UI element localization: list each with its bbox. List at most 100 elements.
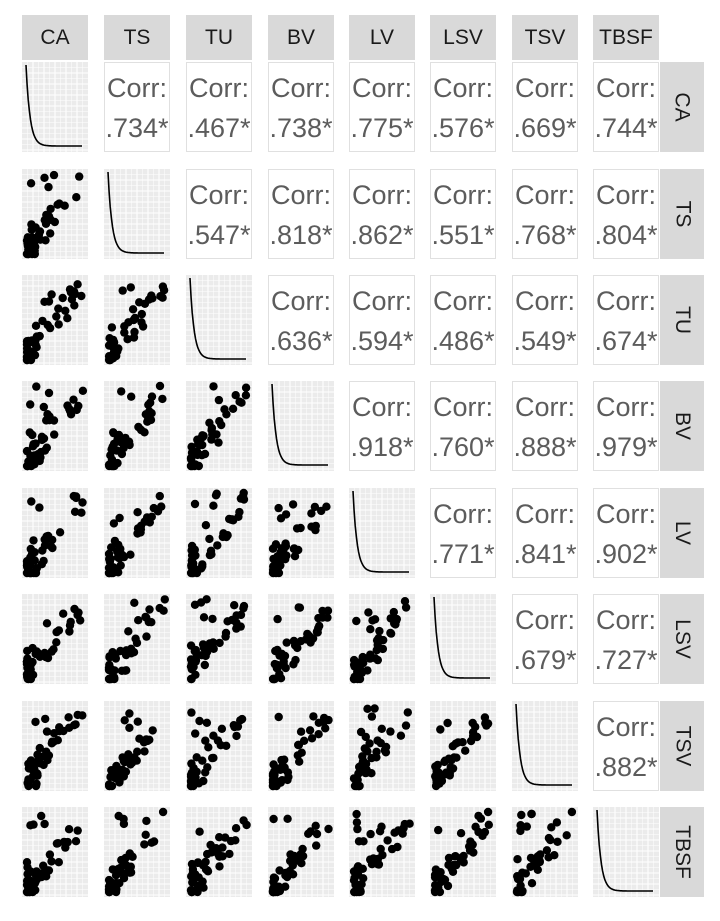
scatter-point — [41, 714, 50, 724]
scatter-point — [52, 312, 61, 321]
row-strip-tu: TU — [660, 275, 704, 365]
corr-panel-ca-tsv: Corr: .669* — [512, 62, 578, 152]
scatter-point — [233, 722, 243, 731]
scatter-point — [208, 638, 218, 647]
scatter-point — [236, 494, 246, 503]
scatter-point — [269, 887, 278, 897]
scatter-point — [513, 872, 522, 881]
row-strip-label: TS — [671, 200, 694, 228]
scatter-point — [205, 534, 214, 544]
scatter-point — [23, 233, 32, 242]
scatter-point — [273, 660, 282, 670]
scatter-point — [269, 563, 278, 572]
scatter-point — [396, 731, 406, 740]
row-strip-ts: TS — [660, 169, 704, 259]
scatter-point — [350, 873, 359, 883]
scatter-point — [355, 763, 364, 772]
scatter-point — [67, 295, 77, 304]
scatter-point — [431, 781, 441, 791]
scatter-point — [211, 491, 221, 500]
scatter-point — [401, 603, 411, 612]
corr-label: Corr: — [433, 73, 493, 103]
corr-label: Corr: — [515, 392, 575, 422]
corr-label: Corr: — [352, 73, 412, 103]
density-curve — [433, 596, 490, 679]
scatter-point — [159, 606, 168, 615]
scatter-point — [434, 769, 443, 778]
scatter-point — [35, 456, 44, 466]
corr-label: Corr: — [352, 392, 412, 422]
scatter-point — [105, 781, 114, 791]
scatter-point — [111, 871, 121, 880]
scatter-point — [235, 397, 244, 406]
scatter-point — [24, 245, 33, 254]
scatter-point — [283, 775, 292, 785]
corr-panel-bv-tsv: Corr: .888* — [512, 381, 578, 471]
scatter-point — [27, 336, 37, 345]
corr-label: Corr: — [271, 180, 331, 210]
scatter-point — [401, 721, 411, 730]
scatter-point — [54, 304, 63, 313]
scatter-point — [303, 629, 312, 639]
scatter-point — [526, 853, 536, 863]
corr-panel-ca-lsv: Corr: .576* — [430, 62, 496, 152]
scatter-point — [294, 740, 303, 750]
scatter-point — [288, 500, 298, 509]
scatter-point — [120, 322, 129, 331]
scatter-point — [129, 315, 138, 325]
scatter-point — [46, 204, 55, 214]
scatter-point — [187, 708, 196, 717]
scatter-point — [313, 628, 322, 637]
scatter-panel-tu-ts — [104, 275, 170, 365]
corr-label: Corr: — [433, 499, 493, 529]
scatter-point — [431, 865, 441, 874]
scatter-point — [234, 512, 243, 521]
scatter-point — [58, 293, 67, 303]
scatter-point — [403, 708, 412, 717]
scatter-point — [23, 778, 32, 788]
scatter-point — [118, 753, 127, 762]
scatter-point — [187, 759, 196, 768]
scatter-point — [376, 844, 385, 854]
scatter-point — [42, 416, 51, 425]
corr-value: .862* — [350, 220, 414, 250]
scatter-point — [217, 724, 227, 733]
scatter-point — [324, 824, 333, 834]
corr-value: .738* — [269, 113, 333, 143]
scatter-point — [286, 850, 295, 859]
scatter-point — [137, 318, 146, 327]
row-strip-bv: BV — [660, 381, 704, 471]
scatter-point — [110, 347, 119, 356]
scatter-point — [29, 568, 38, 578]
scatter-point — [124, 627, 133, 636]
scatter-point — [49, 416, 59, 425]
scatter-point — [194, 439, 203, 448]
scatter-point — [319, 717, 329, 726]
scatter-point — [132, 638, 142, 648]
scatter-point — [104, 875, 114, 885]
scatter-point — [44, 182, 53, 192]
scatter-point — [126, 550, 135, 559]
scatter-point — [186, 674, 196, 684]
scatter-point — [123, 335, 132, 344]
scatter-point — [140, 840, 149, 849]
row-strip-label: BV — [670, 411, 694, 441]
scatter-point — [312, 829, 322, 839]
scatter-point — [363, 747, 372, 756]
scatter-point — [110, 882, 119, 891]
scatter-panel-lv-ca — [22, 488, 88, 578]
scatter-point — [142, 632, 151, 641]
density-curve — [189, 277, 246, 360]
scatter-point — [191, 870, 200, 879]
scatter-point — [468, 718, 477, 728]
scatter-point — [52, 627, 61, 637]
scatter-point — [78, 386, 88, 395]
scatter-point — [114, 568, 123, 577]
scatter-point — [535, 857, 544, 867]
scatter-point — [49, 170, 59, 180]
scatter-point — [393, 842, 402, 852]
scatter-point — [192, 753, 201, 762]
scatter-panel-lv-ts — [104, 488, 170, 578]
scatter-point — [202, 718, 212, 727]
